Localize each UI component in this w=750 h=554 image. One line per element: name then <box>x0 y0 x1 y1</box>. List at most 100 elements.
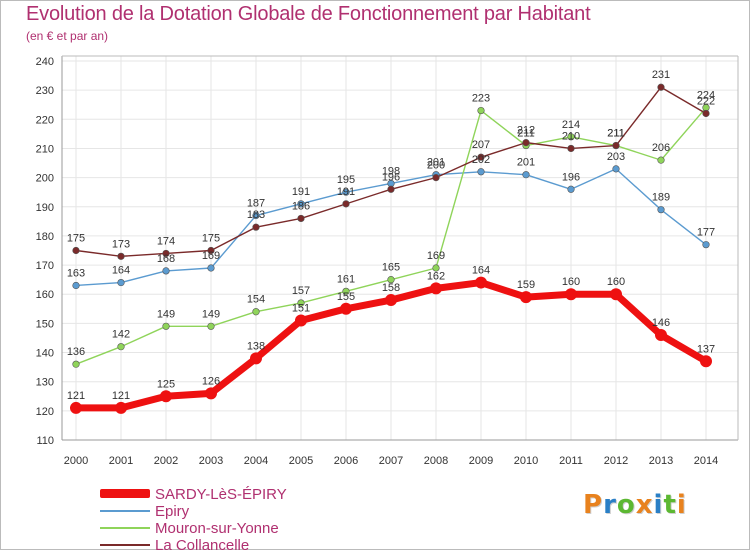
data-point <box>297 214 305 223</box>
proxiti-logo: Proxiti <box>583 490 687 520</box>
data-point <box>72 281 80 290</box>
legend-label: La Collancelle <box>155 537 250 554</box>
data-label: 163 <box>67 267 85 279</box>
data-point <box>657 156 665 164</box>
data-label: 183 <box>247 209 265 221</box>
logo-letter: o <box>616 490 636 520</box>
data-point <box>385 294 397 307</box>
data-point <box>567 185 575 193</box>
y-tick-label: 200 <box>36 173 54 185</box>
data-label: 175 <box>202 233 220 245</box>
data-point <box>657 83 665 91</box>
data-label: 155 <box>337 291 355 303</box>
data-point <box>160 390 172 403</box>
x-tick-label: 2008 <box>424 455 448 467</box>
x-tick-label: 2006 <box>334 455 358 467</box>
logo-letter: i <box>653 490 664 520</box>
data-point <box>205 387 217 400</box>
data-label: 149 <box>202 308 220 320</box>
legend-label: Epiry <box>155 503 190 520</box>
data-label: 191 <box>292 186 310 198</box>
data-label: 158 <box>382 282 400 294</box>
data-point <box>115 401 127 414</box>
y-tick-label: 220 <box>36 114 54 126</box>
data-label: 214 <box>562 119 580 131</box>
x-tick-label: 2001 <box>109 455 133 467</box>
data-point <box>207 246 215 255</box>
logo-letter: x <box>635 490 654 520</box>
data-point <box>430 282 442 295</box>
y-tick-label: 150 <box>36 318 54 330</box>
x-tick-label: 2004 <box>244 455 268 467</box>
data-point <box>252 223 260 231</box>
data-label: 224 <box>697 90 715 102</box>
data-point <box>432 264 440 272</box>
y-tick-label: 240 <box>36 56 54 68</box>
data-point <box>700 355 712 368</box>
data-label: 201 <box>427 157 445 169</box>
data-point <box>657 206 665 214</box>
data-label: 187 <box>247 198 265 210</box>
data-point <box>295 314 307 327</box>
data-point <box>702 109 710 118</box>
data-point <box>162 322 170 330</box>
data-label: 211 <box>607 128 625 140</box>
data-point <box>522 139 530 147</box>
data-label: 207 <box>472 139 490 151</box>
data-label: 165 <box>382 262 400 274</box>
data-point <box>477 153 485 161</box>
data-label: 200 <box>427 160 445 172</box>
logo-letter: t <box>663 490 677 520</box>
data-point <box>475 276 487 289</box>
data-point <box>567 133 575 141</box>
y-tick-label: 170 <box>36 260 54 272</box>
data-label: 198 <box>382 165 400 177</box>
data-label: 137 <box>697 343 715 355</box>
data-point <box>342 188 350 196</box>
data-label: 191 <box>337 186 355 198</box>
data-label: 164 <box>112 265 130 277</box>
data-point <box>522 171 530 179</box>
x-tick-label: 2002 <box>154 455 178 467</box>
x-tick-label: 2011 <box>559 455 583 467</box>
x-tick-label: 2003 <box>199 455 223 467</box>
data-label: 196 <box>382 171 400 183</box>
y-tick-label: 210 <box>36 143 54 155</box>
data-point <box>162 249 170 258</box>
legend-label: Mouron-sur-Yonne <box>155 520 279 537</box>
data-point <box>610 288 622 301</box>
legend-label: SARDY-LèS-ÉPIRY <box>155 486 287 503</box>
data-point <box>252 211 260 220</box>
data-label: 210 <box>562 130 580 142</box>
data-label: 146 <box>652 317 670 329</box>
chart-title: Evolution de la Dotation Globale de Fonc… <box>26 3 591 25</box>
data-label: 177 <box>697 227 715 239</box>
legend-swatch <box>100 489 150 498</box>
data-label: 169 <box>202 250 220 262</box>
data-label: 121 <box>112 390 130 402</box>
data-label: 202 <box>472 154 490 166</box>
data-label: 175 <box>67 233 85 245</box>
data-point <box>387 276 395 284</box>
legend-swatch <box>100 544 150 546</box>
logo-letter: r <box>603 490 617 520</box>
data-label: 136 <box>67 346 85 358</box>
y-tick-label: 190 <box>36 202 54 214</box>
y-tick-label: 230 <box>36 85 54 97</box>
chart-subtitle: (en € et par an) <box>26 29 109 43</box>
data-label: 169 <box>427 250 445 262</box>
data-point <box>387 185 395 193</box>
data-label: 212 <box>517 125 535 137</box>
data-label: 206 <box>652 142 670 154</box>
data-point <box>252 308 260 316</box>
data-point <box>297 299 305 307</box>
legend-swatch <box>100 527 150 529</box>
data-point <box>342 200 350 208</box>
data-label: 151 <box>292 302 310 314</box>
data-point <box>162 267 170 275</box>
data-label: 173 <box>112 238 130 250</box>
data-label: 160 <box>607 276 625 288</box>
data-point <box>250 352 262 365</box>
data-point <box>117 343 125 351</box>
